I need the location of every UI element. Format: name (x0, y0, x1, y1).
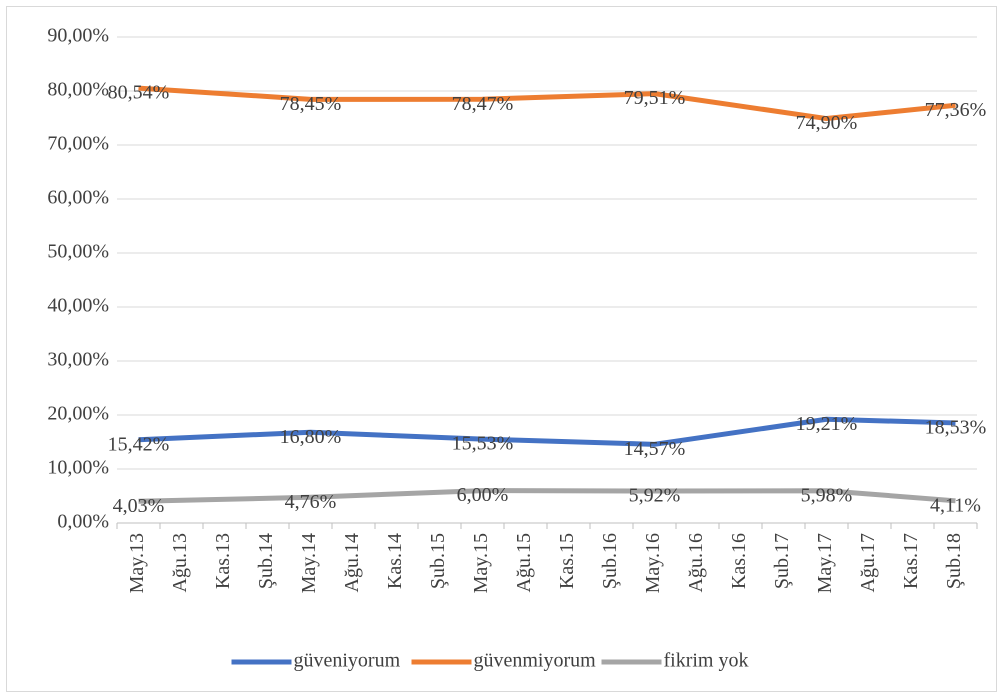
chart-frame (6, 6, 997, 692)
x-tick-label: May.13 (126, 533, 148, 593)
data-label: 5,98% (801, 484, 853, 506)
data-label: 15,53% (452, 433, 514, 455)
y-tick-label: 10,00% (47, 457, 109, 479)
data-label: 6,00% (457, 484, 509, 506)
x-tick-label: Ağu.17 (857, 533, 879, 592)
x-tick-label: Şub.15 (427, 533, 449, 589)
x-tick-label: Ağu.16 (685, 533, 707, 592)
data-label: 74,90% (796, 112, 858, 134)
data-label: 77,36% (925, 99, 987, 121)
x-tick-label: Ağu.15 (513, 533, 535, 592)
data-label: 4,03% (113, 495, 165, 517)
x-tick-label: May.14 (298, 533, 320, 593)
series-line (138, 488, 956, 504)
y-tick-label: 60,00% (47, 187, 109, 209)
x-tick-label: May.16 (642, 533, 664, 593)
x-tick-label: Şub.17 (771, 533, 793, 589)
y-tick-label: 40,00% (47, 295, 109, 317)
y-tick-label: 80,00% (47, 79, 109, 101)
x-tick-label: May.15 (470, 533, 492, 593)
x-tick-label: Kas.13 (212, 533, 234, 589)
data-label: 4,11% (930, 494, 981, 516)
data-label: 5,92% (629, 485, 681, 507)
data-label: 14,57% (624, 438, 686, 460)
data-label: 18,53% (925, 417, 987, 439)
data-label: 78,45% (280, 93, 342, 115)
x-tick-label: Kas.15 (556, 533, 578, 589)
x-tick-label: Şub.16 (599, 533, 621, 589)
legend-label: fikrim yok (664, 650, 749, 672)
x-tick-label: Kas.17 (900, 533, 922, 589)
data-label: 80,54% (108, 82, 170, 104)
y-tick-label: 70,00% (47, 133, 109, 155)
x-tick-label: Ağu.14 (341, 533, 363, 592)
x-tick-label: Kas.16 (728, 533, 750, 589)
x-tick-label: Şub.14 (255, 533, 277, 589)
data-label: 4,76% (285, 491, 337, 513)
legend-label: güveniyorum (294, 650, 401, 672)
y-tick-label: 0,00% (57, 511, 109, 533)
y-tick-label: 30,00% (47, 349, 109, 371)
data-label: 16,80% (280, 426, 342, 448)
y-tick-label: 20,00% (47, 403, 109, 425)
y-tick-label: 90,00% (47, 25, 109, 47)
series-line (138, 85, 956, 122)
legend-label: güvenmiyorum (474, 650, 597, 672)
x-tick-label: May.17 (814, 533, 836, 593)
data-label: 78,47% (452, 93, 514, 115)
data-label: 79,51% (624, 87, 686, 109)
data-label: 19,21% (796, 413, 858, 435)
data-label: 15,42% (108, 433, 170, 455)
x-tick-label: Kas.14 (384, 533, 406, 589)
series-line (138, 416, 956, 447)
y-tick-label: 50,00% (47, 241, 109, 263)
x-tick-label: Şub.18 (943, 533, 965, 589)
x-tick-label: Ağu.13 (169, 533, 191, 592)
